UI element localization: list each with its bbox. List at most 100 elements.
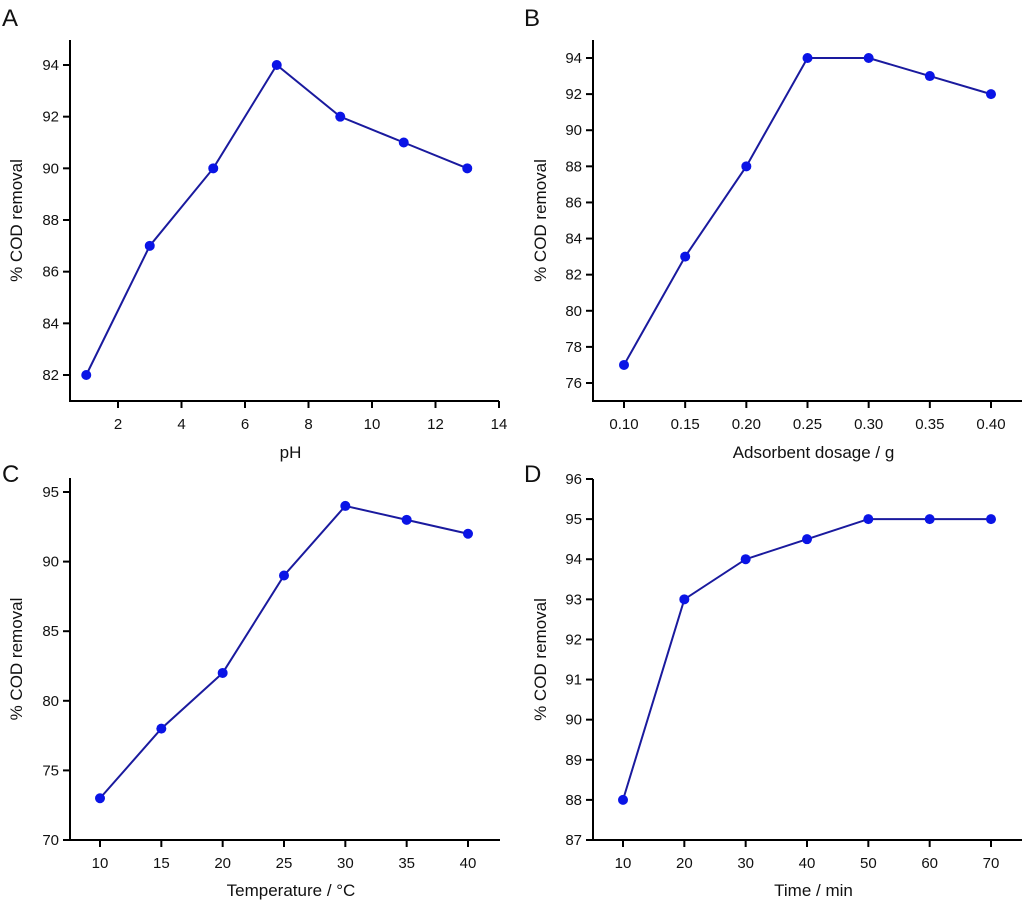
x-tick-label: 70 [983,855,1000,872]
y-tick-label: 92 [565,86,582,103]
y-tick-label: 94 [565,50,582,67]
y-tick-label: 89 [565,752,582,769]
data-point [802,53,813,63]
series-line [85,63,468,376]
x-tick-label: 30 [337,855,354,872]
x-axis-title: Adsorbent dosage / g [733,443,895,462]
data-point [95,793,105,804]
data-point [863,514,874,525]
y-tick-label: 93 [565,591,582,608]
data-point [986,89,996,100]
x-tick-label: 0.30 [854,416,883,433]
data-point [986,514,996,525]
data-point [924,71,935,82]
x-tick-label: 0.25 [793,416,822,433]
y-axis-title: % COD removal [531,598,550,721]
y-tick-label: 70 [42,832,59,849]
y-tick-label: 91 [565,672,582,689]
y-tick-label: 87 [565,832,582,849]
data-point [398,137,409,148]
y-tick-label: 86 [565,194,582,211]
y-tick-label: 82 [42,367,59,384]
panel-letter: A [2,5,18,32]
x-tick-label: 0.15 [671,416,700,433]
y-tick-label: 88 [565,158,582,175]
panel-letter: B [524,5,540,32]
x-tick-label: 0.35 [915,416,944,433]
panel-d: D 87 88 89 90 91 92 93 94 95 96 10 20 30 40 50 60 70 Time … [524,461,1022,900]
x-tick-label: 50 [860,855,877,872]
data-point [740,554,751,565]
y-tick-label: 90 [42,554,59,571]
y-axis-title: % COD removal [531,159,550,282]
x-tick-label: 2 [114,416,122,433]
data-point [271,60,282,70]
y-axis-title: % COD removal [7,159,26,282]
x-tick-label: 25 [276,855,293,872]
y-tick-label: 80 [565,303,582,320]
y-tick-label: 88 [565,792,582,809]
x-tick-label: 12 [427,416,444,433]
x-tick-label: 0.40 [976,416,1005,433]
y-tick-label: 95 [565,511,582,528]
x-tick-label: 35 [398,855,415,872]
y-tick-label: 78 [565,339,582,356]
data-point [679,594,690,605]
data-point [618,794,628,805]
x-tick-label: 0.10 [609,416,638,433]
y-tick-label: 84 [565,231,582,248]
y-tick-label: 92 [565,631,582,648]
panel-a: A 82 84 86 88 90 92 94 2 4 6 8 10 12 14 pH % COD removal [2,5,507,462]
data-point [81,370,92,380]
x-axis-title: Time / min [774,881,853,900]
x-tick-label: 15 [153,855,170,872]
x-tick-label: 8 [304,416,312,433]
series-line [99,504,469,799]
panel-c: C 70 75 80 85 90 95 10 15 20 25 30 35 40 Temperature /… [2,461,500,900]
panel-b: B 76 78 80 82 84 86 88 90 92 94 0.10 0.15 0.20 0.25 0.3… [524,5,1022,462]
data-point [863,53,874,63]
y-tick-label: 94 [565,551,582,568]
x-tick-label: 20 [676,855,693,872]
data-point [741,161,752,172]
y-tick-label: 90 [565,712,582,729]
data-point [463,528,473,539]
y-tick-label: 75 [42,762,59,779]
x-tick-label: 0.20 [732,416,761,433]
x-tick-label: 14 [491,416,508,433]
x-tick-label: 40 [799,855,816,872]
data-point [462,163,473,174]
data-point [619,359,629,370]
data-point [217,667,228,678]
y-tick-label: 95 [42,484,59,501]
y-tick-label: 80 [42,693,59,710]
data-point [680,251,691,262]
series-line [623,57,992,366]
x-tick-label: 20 [214,855,231,872]
x-tick-label: 6 [241,416,249,433]
data-point [340,500,351,511]
data-point [401,514,412,525]
data-point [335,111,346,122]
y-tick-label: 92 [42,109,59,126]
y-tick-label: 82 [565,267,582,284]
x-tick-label: 30 [737,855,754,872]
y-tick-label: 96 [565,471,582,488]
y-tick-label: 90 [565,122,582,139]
y-tick-label: 86 [42,264,59,281]
y-tick-label: 88 [42,212,59,229]
x-tick-label: 40 [460,855,477,872]
panel-letter: D [524,461,541,488]
data-point [279,570,289,581]
x-tick-label: 4 [177,416,185,433]
y-tick-label: 76 [565,375,582,392]
x-tick-label: 60 [921,855,938,872]
data-point [802,534,812,545]
y-tick-label: 84 [42,315,59,332]
x-tick-label: 10 [615,855,632,872]
x-axis-title: pH [280,443,302,462]
y-tick-label: 94 [42,57,59,74]
x-tick-label: 10 [364,416,381,433]
series-line [622,518,991,801]
